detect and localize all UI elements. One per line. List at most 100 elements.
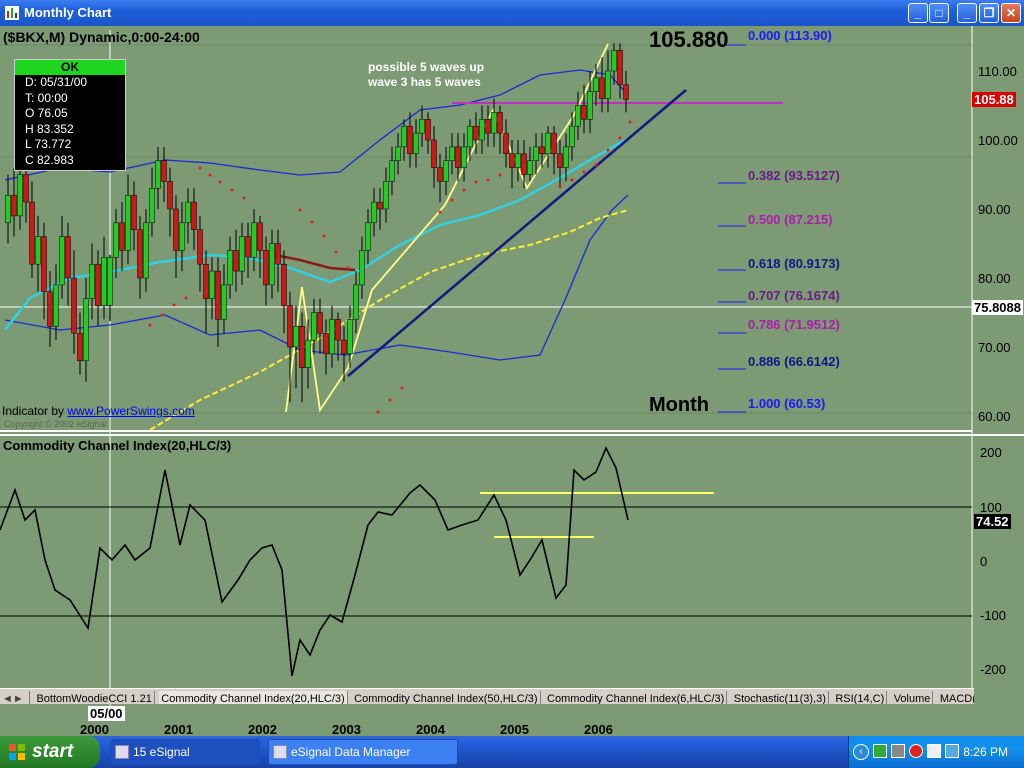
price-candles: [5, 43, 632, 414]
candle-body: [167, 181, 173, 210]
candle-body: [263, 250, 269, 286]
inner-restore-icon[interactable]: ❐: [979, 3, 999, 23]
tray-expand-icon[interactable]: ‹: [853, 744, 869, 760]
fib-label: 0.000 (113.90): [748, 28, 832, 43]
windows-logo-icon: [9, 744, 25, 760]
fib-level-618: 0.618 (80.9173): [748, 256, 840, 271]
candle-body: [335, 319, 341, 341]
cci-axis-label: 100: [980, 500, 1002, 515]
candle-body: [449, 146, 455, 161]
candle-body: [299, 326, 305, 368]
candle-body: [257, 222, 263, 251]
candle-body: [413, 132, 419, 155]
candle-body: [209, 270, 215, 299]
fib-label: 0.707 (76.1674): [748, 288, 840, 303]
candle-body: [341, 339, 347, 355]
tab-cci-6[interactable]: Commodity Channel Index(6,HLC/3): [545, 691, 728, 704]
x-axis-year: 2006: [584, 722, 613, 737]
candle-body: [317, 312, 323, 334]
candle-body: [485, 119, 491, 134]
indicator-credit-prefix: Indicator by: [2, 404, 68, 418]
tab-cci-50[interactable]: Commodity Channel Index(50,HLC/3): [352, 691, 541, 704]
tab-macd[interactable]: MACD(12,2: [938, 691, 974, 704]
start-label: start: [32, 741, 74, 762]
candle-body: [401, 125, 407, 148]
candle-body: [305, 339, 311, 368]
candle-body: [191, 201, 197, 230]
sar-dot: [450, 198, 454, 202]
candle-body: [35, 236, 41, 265]
minimize-icon[interactable]: _: [908, 3, 928, 23]
sar-dot: [310, 220, 314, 224]
start-button[interactable]: start: [0, 736, 100, 768]
candle-body: [65, 236, 71, 279]
security-icon[interactable]: [909, 744, 923, 758]
tray-app-icon[interactable]: [945, 744, 959, 758]
candle-body: [509, 153, 515, 168]
candle-body: [521, 153, 527, 175]
candle-body: [71, 277, 77, 334]
yellow-moving-average: [149, 209, 629, 431]
candle-body: [377, 201, 383, 210]
candle-body: [527, 160, 533, 175]
sar-dot: [438, 210, 442, 214]
network-icon[interactable]: [873, 744, 887, 758]
x-axis-year: 2001: [164, 722, 193, 737]
candle-body: [17, 174, 23, 217]
ohlc-status: OK: [15, 60, 125, 75]
fib-level-786: 0.786 (71.9512): [748, 317, 840, 332]
candle-body: [461, 146, 467, 168]
current-price-tag: 105.88: [972, 92, 1016, 107]
period-label: Month: [649, 394, 709, 416]
fib-label: 0.382 (93.5127): [748, 168, 840, 183]
title-bar[interactable]: Monthly Chart _ □ _ ❐ ✕: [0, 0, 1024, 26]
ohlc-low: L 73.772: [25, 137, 72, 151]
trendline: [347, 89, 687, 377]
candle-body: [455, 146, 461, 168]
candle-body: [623, 84, 629, 100]
candle-body: [347, 319, 353, 355]
cursor-date-label: 05/00: [88, 706, 125, 721]
close-icon[interactable]: ✕: [1001, 3, 1021, 23]
sar-dot: [334, 250, 338, 254]
candle-body: [431, 139, 437, 168]
sar-dot: [172, 303, 176, 307]
powerswings-link[interactable]: www.PowerSwings.com: [67, 404, 195, 418]
candle-body: [275, 243, 281, 265]
bollinger-upper: [4, 69, 629, 181]
symbol-label: ($BKX,M) Dynamic,0:00-24:00: [3, 29, 200, 45]
candle-body: [359, 250, 365, 286]
inner-minimize-icon[interactable]: _: [957, 3, 977, 23]
taskbar-item-esignal[interactable]: 15 eSignal: [110, 739, 260, 765]
tab-rsi[interactable]: RSI(14,C): [833, 691, 888, 704]
printer-icon[interactable]: [891, 744, 905, 758]
candle-body: [569, 125, 575, 148]
chart-canvas[interactable]: [0, 26, 1024, 736]
taskbar-item-data-manager[interactable]: eSignal Data Manager: [268, 739, 458, 765]
sar-dot: [208, 173, 212, 177]
candle-body: [497, 112, 503, 134]
volume-icon[interactable]: [927, 744, 941, 758]
candle-body: [83, 298, 89, 362]
tab-scroll-left[interactable]: ◄►: [0, 691, 30, 704]
candle-body: [77, 332, 83, 362]
tab-volume[interactable]: Volume: [892, 691, 934, 704]
crosshair-price-tag: 75.8088: [972, 300, 1023, 315]
candle-body: [599, 77, 605, 99]
sar-dot: [230, 188, 234, 192]
dark-moving-average: [274, 253, 356, 272]
candle-body: [395, 146, 401, 161]
candle-body: [281, 263, 287, 306]
maximize-icon[interactable]: □: [929, 3, 949, 23]
candle-body: [221, 284, 227, 320]
tab-stochastic[interactable]: Stochastic(11(3),3): [732, 691, 829, 704]
candle-body: [557, 153, 563, 168]
clock[interactable]: 8:26 PM: [963, 745, 1008, 759]
x-axis-year: 2003: [332, 722, 361, 737]
candle-body: [539, 146, 545, 155]
tab-bottomwoodiecci[interactable]: BottomWoodieCCI 1.21: [34, 691, 155, 704]
candle-body: [11, 194, 17, 217]
tab-cci-20[interactable]: Commodity Channel Index(20,HLC/3): [159, 691, 348, 704]
sar-dot: [160, 313, 164, 317]
candle-body: [425, 119, 431, 141]
